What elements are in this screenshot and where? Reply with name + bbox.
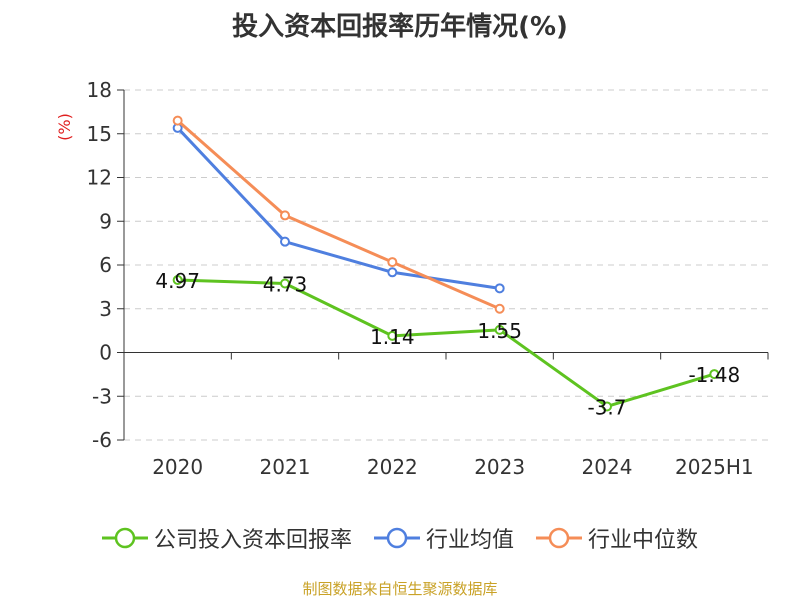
data-label: 4.73 xyxy=(263,273,308,297)
data-point[interactable] xyxy=(709,369,720,380)
legend-item-0[interactable]: 公司投入资本回报率 xyxy=(101,522,352,554)
data-point[interactable] xyxy=(387,257,398,268)
data-point[interactable] xyxy=(172,275,183,286)
data-point[interactable] xyxy=(280,278,290,289)
series-line xyxy=(177,278,715,408)
legend-label: 行业均值 xyxy=(425,528,514,553)
x-tick-label: 2022 xyxy=(367,455,418,479)
x-tick-label: 2024 xyxy=(582,455,633,479)
data-point[interactable] xyxy=(387,330,398,341)
source-note: 制图数据来自恒生聚源数据库 xyxy=(302,580,498,598)
y-tick-label: 3 xyxy=(99,297,112,321)
axes: -6 -3 0 3 6 9 12 15 18 (%) 2020 2021 2022 2023 2024 202… xyxy=(55,78,769,479)
data-label: -3.7 xyxy=(587,395,626,419)
data-label: 4.97 xyxy=(155,269,200,293)
data-labels: 4.97 4.73 1.14 1.55 -3.7 -1.48 xyxy=(155,269,740,419)
data-label: 1.55 xyxy=(477,319,522,343)
y-tick-label: 15 xyxy=(87,122,112,146)
legend: 公司投入资本回报率 行业均值 行业中位数 xyxy=(0,520,800,556)
data-point[interactable] xyxy=(494,283,505,294)
x-tick-label: 2021 xyxy=(260,455,311,479)
data-point[interactable] xyxy=(494,324,505,335)
data-point[interactable] xyxy=(602,401,612,412)
data-point[interactable] xyxy=(172,115,183,126)
x-tick-label: 2023 xyxy=(474,455,525,479)
y-axis-unit-label: (%) xyxy=(55,113,74,141)
series-line xyxy=(176,119,501,311)
y-tick-label: 12 xyxy=(87,166,112,190)
data-label: 1.14 xyxy=(370,325,415,349)
legend-label: 行业中位数 xyxy=(588,528,699,553)
legend-marker-icon xyxy=(101,527,148,549)
y-tick-label: 6 xyxy=(99,253,112,277)
data-label: -1.48 xyxy=(688,363,740,387)
legend-marker-icon xyxy=(536,527,582,549)
chart-title: 投入资本回报率历年情况(%) xyxy=(232,12,568,42)
data-point[interactable] xyxy=(494,303,505,314)
legend-item-2[interactable]: 行业中位数 xyxy=(536,522,698,554)
series-0 xyxy=(172,275,720,412)
legend-item-1[interactable]: 行业均值 xyxy=(373,522,514,554)
data-point[interactable] xyxy=(387,267,398,278)
series-line xyxy=(176,126,500,290)
series-1 xyxy=(172,122,505,294)
data-point[interactable] xyxy=(280,210,290,221)
legend-label: 公司投入资本回报率 xyxy=(153,528,352,553)
data-point[interactable] xyxy=(280,236,290,247)
y-tick-label: 9 xyxy=(99,209,112,233)
y-tick-label: -6 xyxy=(92,428,112,452)
series-2 xyxy=(172,115,505,314)
y-tick-label: -3 xyxy=(92,384,112,408)
y-tick-label: 18 xyxy=(87,78,112,102)
series-lines xyxy=(172,115,720,412)
x-tick-label: 2025H1 xyxy=(675,455,754,479)
y-tick-label: 0 xyxy=(99,341,112,365)
x-tick-label: 2020 xyxy=(152,455,203,479)
legend-marker-icon xyxy=(373,527,420,549)
